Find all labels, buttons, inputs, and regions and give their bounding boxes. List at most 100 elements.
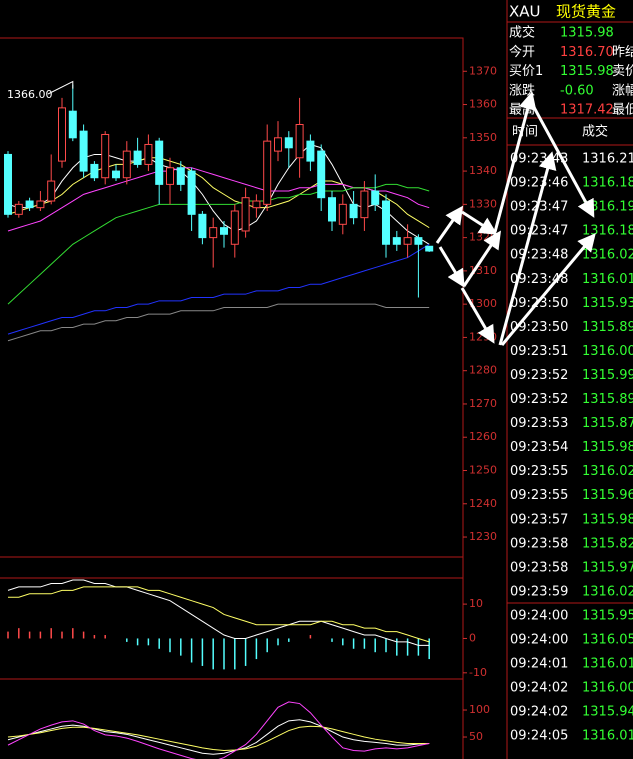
arrow <box>460 287 495 344</box>
candle-body <box>295 124 304 159</box>
candle-body <box>414 237 423 245</box>
annotation-leader <box>47 80 74 95</box>
trade-price: 1315.98 <box>582 512 633 527</box>
y-tick-label: 100 <box>469 703 490 716</box>
y-tick-label: 1240 <box>469 497 497 510</box>
trade-time: 09:23:46 <box>510 176 568 191</box>
indicator-line <box>7 183 430 305</box>
indicator-line <box>7 243 430 335</box>
indicator-line <box>8 586 430 643</box>
trade-price: 1315.94 <box>582 705 633 720</box>
column-header: 时间 <box>512 125 538 140</box>
trade-price: 1315.89 <box>582 320 633 335</box>
candle-body <box>263 140 272 205</box>
quote-value: -0.60 <box>560 83 594 98</box>
y-tick-label: 1270 <box>469 397 497 410</box>
trade-price: 1315.87 <box>582 416 633 431</box>
trade-price: 1316.18 <box>582 176 633 191</box>
y-tick-label: 1230 <box>469 530 497 543</box>
candle-body <box>14 203 23 215</box>
trade-time: 09:24:00 <box>510 633 568 648</box>
trade-price: 1316.01 <box>582 729 633 744</box>
trade-price: 1315.82 <box>582 536 633 551</box>
candle-body <box>122 150 131 179</box>
quote-label: 卖价 <box>612 64 633 79</box>
candle-body <box>79 130 88 172</box>
candle-body <box>317 150 326 199</box>
candle-body <box>68 110 77 139</box>
y-tick-label: 10 <box>469 597 483 610</box>
trade-time: 09:23:55 <box>510 488 568 503</box>
candle-body <box>338 203 347 225</box>
trade-price: 1315.98 <box>582 440 633 455</box>
trade-time: 09:24:00 <box>510 608 568 623</box>
arrow <box>500 233 596 346</box>
candle-body <box>198 213 207 239</box>
candle-body <box>47 180 56 202</box>
symbol: XAU <box>509 3 541 21</box>
candle-body <box>274 137 282 152</box>
trade-time: 09:23:55 <box>510 464 568 479</box>
trade-price: 1315.99 <box>582 368 633 383</box>
indicator-line <box>7 579 430 646</box>
trade-time: 09:23:52 <box>510 368 568 383</box>
indicator-line <box>7 719 430 755</box>
candle-body <box>360 190 369 219</box>
trade-price: 1316.05 <box>582 633 633 648</box>
candle-body <box>230 210 239 245</box>
candle-body <box>101 133 110 179</box>
trade-time: 09:23:58 <box>510 560 568 575</box>
trade-time: 09:24:05 <box>510 729 568 744</box>
candle-body <box>382 200 390 245</box>
arrow <box>493 91 537 233</box>
indicator-line <box>7 701 430 759</box>
trade-time: 09:23:54 <box>510 440 568 455</box>
trade-time: 09:23:51 <box>510 344 568 359</box>
quote-value: 1317.42 <box>560 103 614 118</box>
annotation: 1366.00 <box>7 88 53 101</box>
arrow <box>438 246 465 288</box>
quote-label: 昨结 <box>612 45 633 60</box>
y-tick-label: 1370 <box>469 64 497 77</box>
candle-body <box>133 150 142 165</box>
trade-time: 09:23:58 <box>510 536 568 551</box>
candle-body <box>349 203 358 219</box>
trade-price: 1316.18 <box>582 224 633 239</box>
candle-body <box>176 167 185 185</box>
quote-label: 涨跌 <box>509 82 535 98</box>
candle-body <box>220 227 228 235</box>
y-tick-label: 1250 <box>469 464 497 477</box>
quote-label: 买价1 <box>509 64 543 79</box>
y-tick-label: 1260 <box>469 430 497 443</box>
trade-time: 09:23:50 <box>510 320 568 335</box>
y-tick-label: 1350 <box>469 131 497 144</box>
quote-label: 今开 <box>509 44 535 60</box>
candle-body <box>112 170 120 179</box>
trade-price: 1316.02 <box>582 464 633 479</box>
main-frame <box>0 37 464 558</box>
trade-time: 09:24:02 <box>510 681 568 696</box>
arrow <box>462 230 501 287</box>
arrow <box>528 99 595 218</box>
annotation-arrows <box>435 91 596 346</box>
quote-label: 最低 <box>612 103 633 118</box>
trade-price: 1315.89 <box>582 392 633 407</box>
candle-body <box>144 143 153 165</box>
trade-price: 1316.02 <box>582 248 633 263</box>
candle-body <box>58 107 66 162</box>
quote-label: 涨幅 <box>612 83 633 98</box>
trade-time: 09:23:48 <box>510 248 568 263</box>
trade-price: 1316.00 <box>582 681 633 696</box>
candle-body <box>36 200 45 209</box>
y-tick-label: 0 <box>469 631 476 644</box>
candle-body <box>328 197 336 222</box>
indicator-line <box>7 725 430 752</box>
quote-value: 1315.98 <box>560 26 614 41</box>
trade-price: 1315.93 <box>582 296 633 311</box>
trade-time: 09:23:47 <box>510 200 568 215</box>
trade-price: 1316.19 <box>582 200 633 215</box>
y-tick-label: -10 <box>469 666 487 679</box>
trade-time: 09:24:01 <box>510 657 568 672</box>
